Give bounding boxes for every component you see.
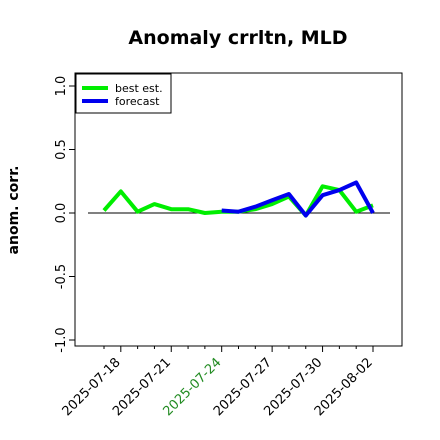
y-tick-label: -1.0 <box>54 327 69 352</box>
y-tick-label: 0.5 <box>54 139 69 160</box>
legend-label-best-est: best est. <box>115 82 163 95</box>
series-line-forecast <box>221 180 375 218</box>
legend-label-forecast: forecast <box>115 95 160 108</box>
x-axis: 2025-07-182025-07-212025-07-242025-07-27… <box>60 346 376 419</box>
y-axis: -1.0 -0.5 0.0 0.5 1.0 <box>54 76 75 353</box>
y-tick-label: 1.0 <box>54 76 69 97</box>
y-tick-label: 0.0 <box>54 203 69 224</box>
legend-box <box>75 73 172 114</box>
series-layer <box>102 180 375 218</box>
legend: best est. forecast <box>75 73 172 114</box>
chart-title: Anomaly crrltn, MLD <box>128 27 347 49</box>
y-tick-label: -0.5 <box>54 264 69 289</box>
y-axis-label: anom. corr. <box>6 166 22 255</box>
